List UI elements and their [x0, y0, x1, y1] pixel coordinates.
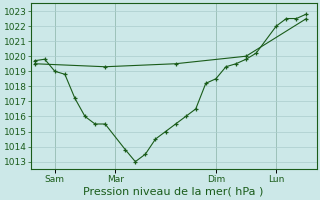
X-axis label: Pression niveau de la mer( hPa ): Pression niveau de la mer( hPa ) [84, 187, 264, 197]
